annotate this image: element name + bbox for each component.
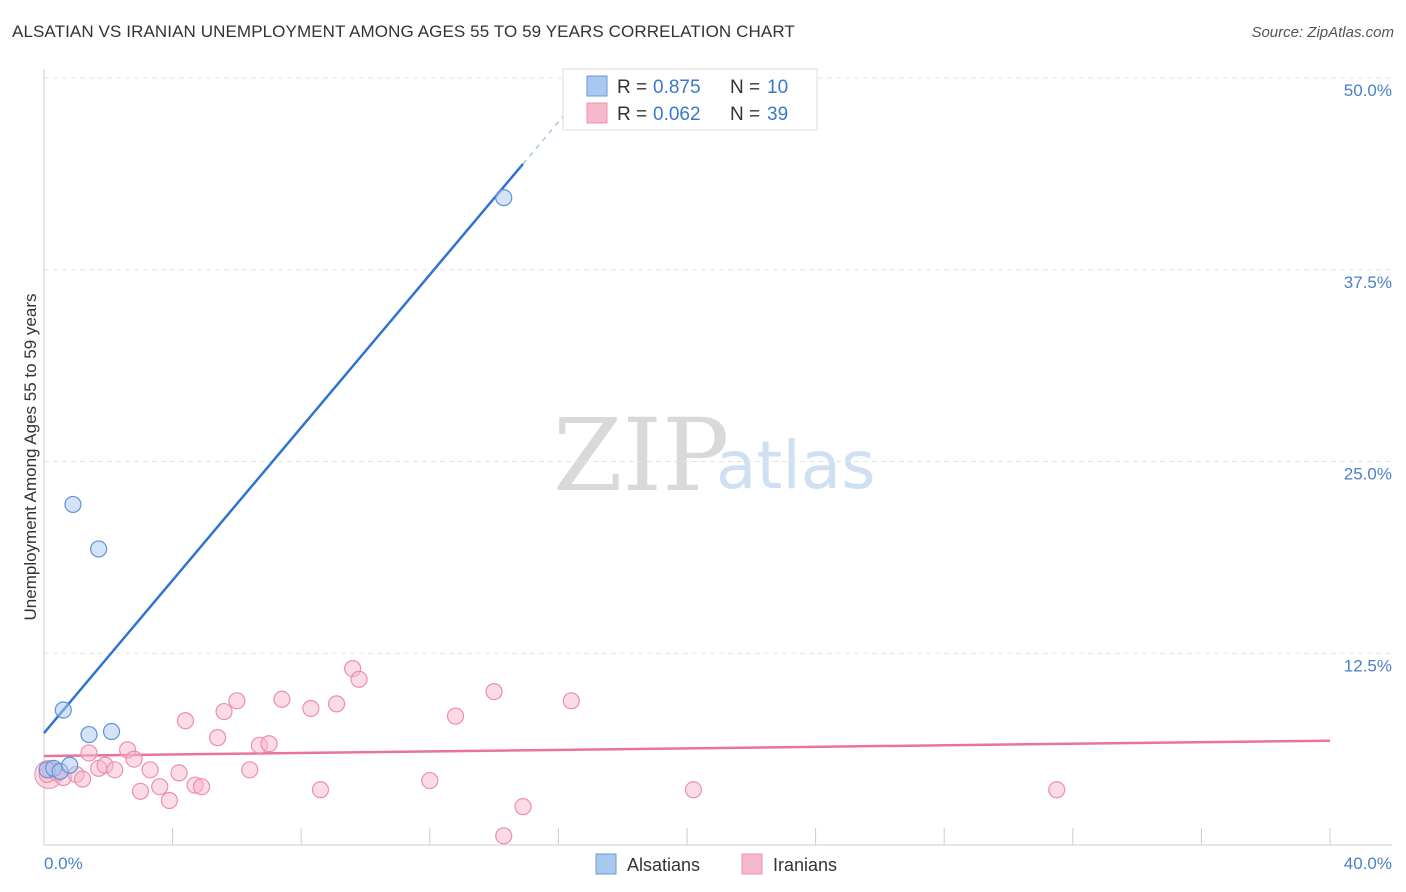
- data-point-iranians: [273, 690, 291, 708]
- data-point-iranians: [80, 744, 98, 762]
- watermark-atlas: atlas: [716, 427, 876, 504]
- trend-line-iranians: [43, 739, 1331, 758]
- chart-source: Source: ZipAtlas.com: [1251, 24, 1394, 41]
- data-point-iranians: [160, 791, 178, 810]
- legend-n-label-alsatians: N =: [730, 77, 760, 98]
- data-point-alsatians: [102, 722, 121, 741]
- data-point-iranians: [228, 692, 246, 710]
- y-tick-label: 37.5%: [1344, 273, 1392, 292]
- data-point-iranians: [684, 781, 703, 799]
- series-legend-swatch-alsatians: [595, 853, 617, 875]
- data-point-iranians: [1048, 781, 1066, 799]
- y-tick-labels: 12.5% 25.0% 37.5% 50.0%: [1344, 81, 1392, 675]
- data-points: [34, 189, 1066, 845]
- legend-swatch-alsatians: [586, 75, 608, 97]
- x-tick-labels: 0.0% 40.0%: [44, 854, 1392, 873]
- data-point-iranians: [176, 712, 195, 730]
- data-point-iranians: [311, 781, 330, 799]
- watermark-zip: ZIP: [553, 397, 729, 514]
- x-tick-label: 40.0%: [1344, 854, 1392, 873]
- legend-swatch-iranians: [586, 102, 608, 124]
- legend-r-value-iranians: 0.062: [653, 104, 701, 125]
- legend-r-value-alsatians: 0.875: [653, 77, 701, 98]
- legend-r-label-alsatians: R =: [617, 77, 647, 98]
- data-point-iranians: [151, 778, 169, 796]
- data-point-iranians: [350, 670, 368, 688]
- data-point-iranians: [125, 750, 143, 768]
- data-point-alsatians: [495, 189, 513, 207]
- y-tick-label: 50.0%: [1344, 81, 1392, 100]
- data-point-alsatians: [90, 540, 108, 558]
- data-point-iranians: [302, 699, 320, 718]
- data-point-alsatians: [64, 495, 82, 514]
- data-point-iranians: [192, 778, 211, 796]
- y-tick-label: 25.0%: [1344, 465, 1392, 484]
- legend-n-label-iranians: N =: [730, 104, 760, 125]
- series-legend: Alsatians Iranians: [595, 853, 837, 875]
- x-tick-marks: [43, 828, 1331, 845]
- data-point-iranians: [170, 764, 188, 782]
- data-point-iranians: [446, 707, 465, 725]
- data-point-iranians: [141, 761, 159, 779]
- data-point-iranians: [73, 770, 92, 788]
- grid-lines: [44, 77, 1392, 654]
- series-legend-label-iranians: Iranians: [773, 855, 837, 875]
- series-legend-swatch-iranians: [741, 853, 763, 875]
- data-point-iranians: [562, 692, 580, 710]
- data-point-iranians: [241, 761, 259, 779]
- data-point-iranians: [495, 827, 513, 845]
- x-tick-label: 0.0%: [44, 854, 83, 873]
- y-axis-label: Unemployment Among Ages 55 to 59 years: [21, 294, 40, 621]
- trend-line-alsatians-extension: [522, 83, 592, 165]
- data-point-iranians: [421, 771, 439, 790]
- series-legend-label-alsatians: Alsatians: [627, 855, 700, 875]
- data-point-iranians: [485, 682, 503, 701]
- data-point-iranians: [209, 729, 227, 747]
- stats-legend: R = 0.875 N = 10 R = 0.062 N = 39: [562, 68, 818, 131]
- legend-n-value-alsatians: 10: [767, 77, 788, 98]
- data-point-iranians: [106, 761, 124, 779]
- data-point-iranians: [327, 695, 346, 713]
- legend-r-label-iranians: R =: [617, 104, 647, 125]
- data-point-iranians: [514, 798, 532, 816]
- y-tick-label: 12.5%: [1344, 656, 1392, 675]
- data-point-iranians: [215, 702, 233, 721]
- chart-title: ALSATIAN VS IRANIAN UNEMPLOYMENT AMONG A…: [12, 22, 795, 41]
- data-point-iranians: [260, 735, 278, 753]
- data-point-alsatians: [61, 756, 79, 774]
- data-point-alsatians: [80, 725, 98, 744]
- legend-n-value-iranians: 39: [767, 104, 788, 125]
- data-point-alsatians: [54, 701, 72, 719]
- trend-line-alsatians: [43, 163, 524, 734]
- data-point-iranians: [131, 782, 150, 800]
